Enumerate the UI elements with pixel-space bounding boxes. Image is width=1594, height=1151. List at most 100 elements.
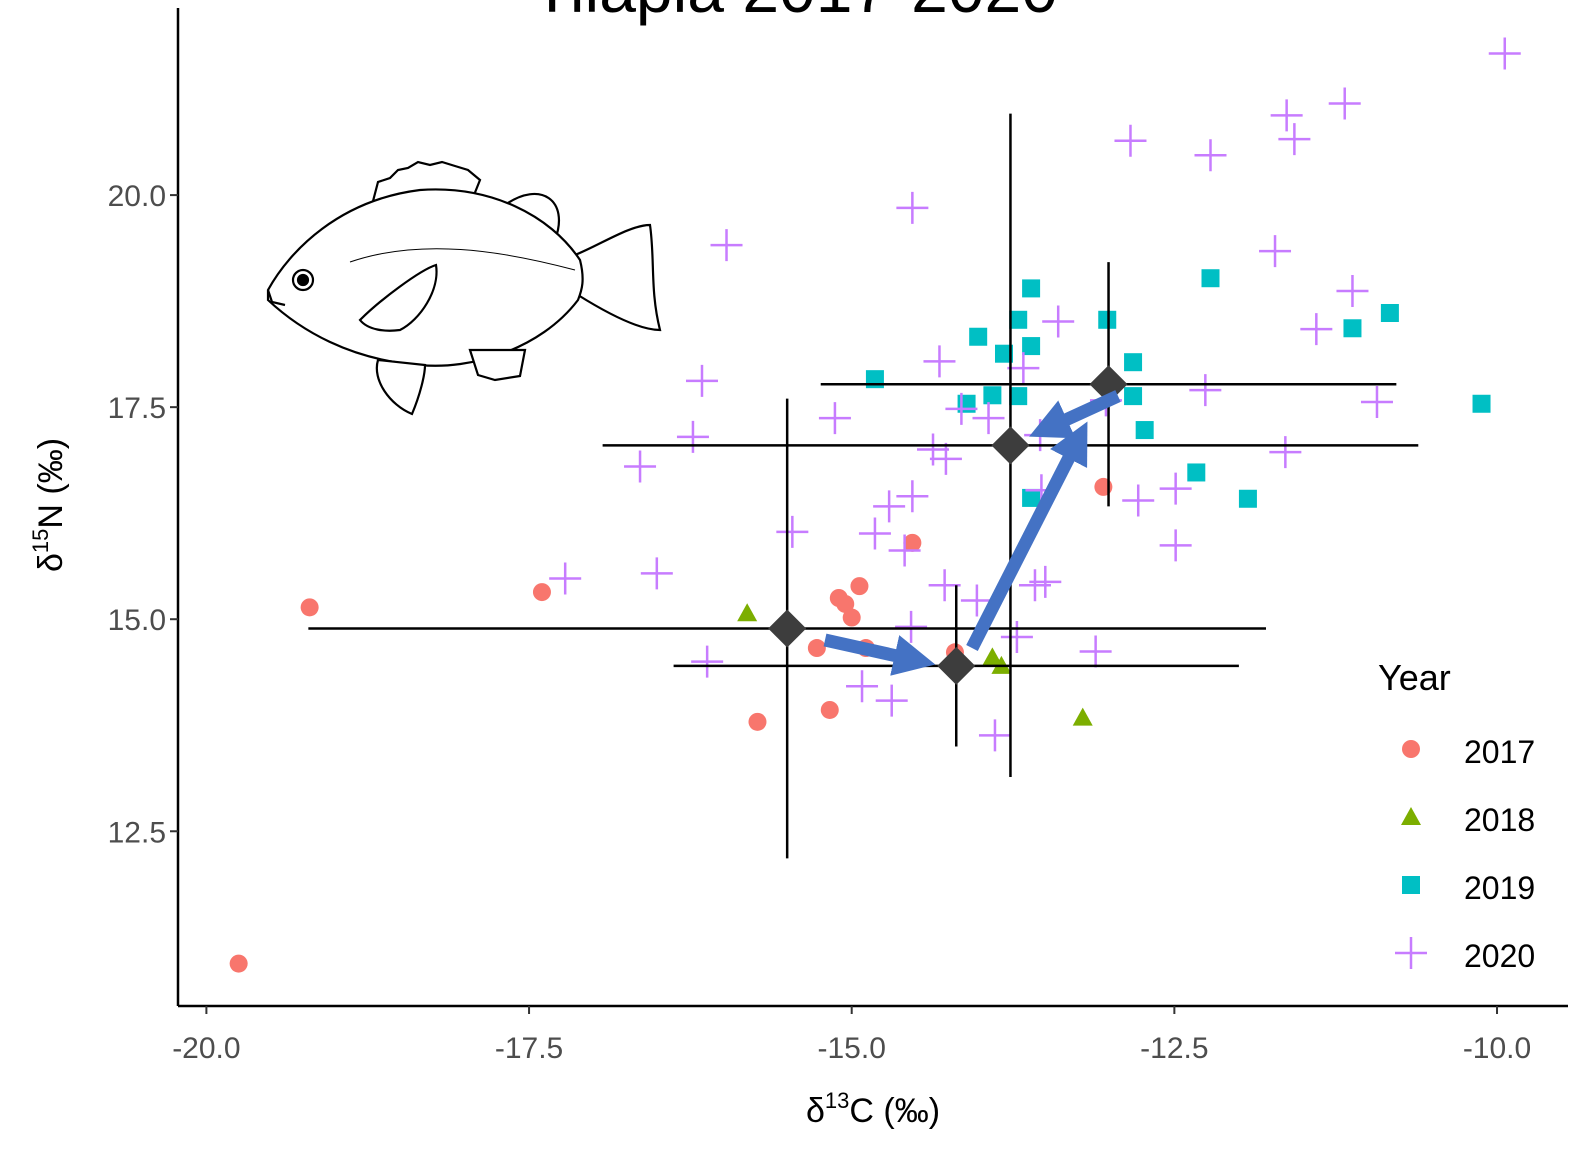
point <box>1187 463 1206 482</box>
point <box>1124 353 1143 372</box>
point <box>776 515 809 548</box>
y-label-part: N (‰) <box>32 438 70 529</box>
point <box>1488 37 1521 70</box>
fish-illustration <box>266 160 662 416</box>
point <box>818 402 851 435</box>
legend-label: 2019 <box>1464 870 1535 906</box>
point <box>1022 488 1041 507</box>
point <box>896 480 929 513</box>
point <box>858 517 891 550</box>
point <box>624 450 657 483</box>
arrow <box>1029 390 1121 439</box>
x-label-part: δ <box>806 1092 825 1130</box>
point <box>1380 303 1399 322</box>
point <box>896 191 929 224</box>
legend-marker <box>1401 807 1421 825</box>
x-tick-label: -17.5 <box>495 1032 563 1065</box>
point <box>820 700 839 719</box>
legend-label: 2020 <box>1464 938 1535 974</box>
x-tick-label: -12.5 <box>1140 1032 1208 1065</box>
point <box>549 562 582 595</box>
y-label-sup: 15 <box>28 529 53 553</box>
chart-title: Tilapia 2017-2020 <box>532 0 1058 26</box>
point <box>850 577 869 596</box>
mean-point <box>1089 365 1128 404</box>
legend-label: 2018 <box>1464 802 1535 838</box>
y-label-part: δ <box>32 553 70 572</box>
legend-marker <box>1402 740 1420 758</box>
mean-point <box>937 646 976 685</box>
point <box>1042 305 1075 338</box>
point <box>229 954 248 973</box>
point <box>1336 274 1369 307</box>
point <box>532 583 551 602</box>
mean-point <box>768 609 807 648</box>
point <box>1122 484 1155 517</box>
point <box>300 598 319 617</box>
point <box>945 392 978 425</box>
trajectory-arrows <box>823 390 1121 676</box>
point <box>1135 421 1154 440</box>
x-tick-label: -15.0 <box>818 1032 886 1065</box>
point <box>1124 387 1143 406</box>
point <box>1072 707 1093 726</box>
point <box>836 594 855 613</box>
point <box>685 364 718 397</box>
point <box>1472 394 1491 413</box>
point <box>1159 472 1192 505</box>
point <box>903 533 922 552</box>
point <box>676 420 709 453</box>
point <box>1029 565 1062 598</box>
point <box>978 719 1011 752</box>
point <box>1278 123 1311 156</box>
point <box>873 490 906 523</box>
point <box>737 603 758 622</box>
arrow <box>966 421 1088 651</box>
point <box>983 386 1002 405</box>
point <box>928 569 961 602</box>
point <box>1328 87 1361 120</box>
point <box>923 345 956 378</box>
point <box>640 557 673 590</box>
point <box>875 684 908 717</box>
x-tick-label: -20.0 <box>172 1032 240 1065</box>
point <box>807 639 826 658</box>
point <box>1009 310 1028 329</box>
point <box>888 534 921 567</box>
y-axis-label: δ15N (‰) <box>28 438 70 572</box>
y-tick-label: 12.5 <box>108 816 166 849</box>
point <box>1000 621 1033 654</box>
point <box>1022 279 1041 298</box>
point <box>969 327 988 346</box>
legend-title: Year <box>1378 657 1451 698</box>
point <box>710 229 743 262</box>
point <box>1269 436 1302 469</box>
y-tick-label: 15.0 <box>108 604 166 637</box>
x-label-sup: 13 <box>825 1088 849 1113</box>
y-tick-label: 20.0 <box>108 180 166 213</box>
point <box>1238 489 1257 508</box>
point <box>1009 387 1028 406</box>
point <box>1194 139 1227 172</box>
point <box>960 584 993 617</box>
point <box>917 433 950 466</box>
mean-point <box>991 426 1030 465</box>
point <box>1360 386 1393 419</box>
point <box>972 402 1005 435</box>
point <box>1007 352 1040 385</box>
point <box>994 344 1013 363</box>
point <box>929 442 962 475</box>
arrow <box>823 633 936 676</box>
point <box>1201 269 1220 288</box>
point <box>1189 374 1222 407</box>
point <box>1259 235 1292 268</box>
point <box>1343 319 1362 338</box>
point <box>1114 124 1147 157</box>
point <box>982 647 1003 666</box>
point <box>1079 635 1112 668</box>
point <box>1270 99 1303 132</box>
point <box>1159 529 1192 562</box>
point <box>846 670 879 703</box>
